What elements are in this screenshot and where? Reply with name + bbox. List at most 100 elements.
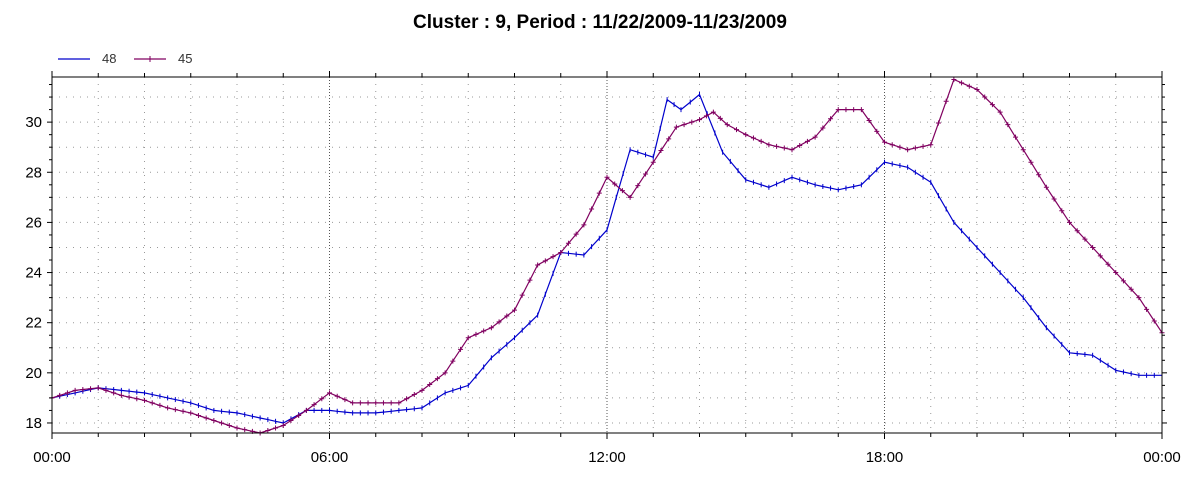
data-point <box>350 400 356 406</box>
data-point <box>1113 270 1119 276</box>
data-point <box>673 124 679 130</box>
data-point <box>142 397 147 403</box>
data-point <box>1051 196 1057 202</box>
data-point <box>103 387 109 393</box>
data-point <box>797 143 803 149</box>
data-point <box>789 147 795 153</box>
data-point <box>851 107 857 113</box>
legend-marker-45 <box>147 56 153 62</box>
data-point <box>781 145 787 151</box>
y-tick-label: 26 <box>25 214 42 231</box>
chart-title: Cluster : 9, Period : 11/22/2009-11/23/2… <box>413 12 787 33</box>
data-point <box>273 425 279 431</box>
data-point <box>689 119 695 125</box>
y-tick-label: 28 <box>25 164 42 181</box>
data-point <box>188 410 194 416</box>
data-point <box>134 396 140 402</box>
data-point <box>920 143 926 149</box>
x-tick-label: 06:00 <box>311 449 349 466</box>
data-point <box>365 400 371 406</box>
data-point <box>974 87 980 93</box>
data-point <box>203 415 209 421</box>
y-tick-label: 18 <box>25 415 42 432</box>
y-tick-label: 20 <box>25 365 42 382</box>
data-point <box>717 115 723 121</box>
data-point <box>327 390 332 396</box>
data-point <box>558 249 564 255</box>
data-point <box>943 98 949 104</box>
data-point <box>697 117 702 123</box>
data-point <box>989 102 995 108</box>
data-point <box>80 387 86 393</box>
data-point <box>750 135 756 141</box>
data-point <box>1059 208 1065 214</box>
data-point <box>404 396 410 402</box>
data-point <box>596 190 602 196</box>
data-point <box>88 386 94 392</box>
data-point <box>1136 295 1142 301</box>
data-point <box>535 262 541 268</box>
legend: 48 45 <box>58 51 192 66</box>
data-point <box>64 390 70 396</box>
data-point <box>1144 306 1150 312</box>
data-point <box>157 402 163 408</box>
data-point <box>242 427 248 433</box>
data-point <box>542 258 548 264</box>
data-point <box>804 138 810 144</box>
data-point <box>643 171 649 177</box>
data-point <box>874 128 880 134</box>
x-tick-label: 18:00 <box>866 449 904 466</box>
data-point <box>1036 172 1042 178</box>
data-point <box>866 117 872 123</box>
data-point <box>450 358 456 364</box>
data-point <box>627 194 633 200</box>
y-tick-label: 30 <box>25 114 42 131</box>
data-point <box>118 392 124 398</box>
series-48 <box>51 92 1163 426</box>
data-point <box>1074 228 1080 234</box>
data-point <box>1128 286 1134 292</box>
data-point <box>828 116 834 122</box>
data-point <box>858 107 864 113</box>
data-point <box>427 382 433 388</box>
data-point <box>612 181 618 187</box>
data-point <box>812 134 818 140</box>
y-tick-label: 22 <box>25 315 42 332</box>
data-point <box>681 122 687 128</box>
data-point <box>1090 244 1096 250</box>
data-point <box>928 142 934 148</box>
data-point <box>219 420 225 426</box>
data-point <box>180 408 186 414</box>
data-point <box>905 147 911 153</box>
data-point <box>396 400 402 406</box>
data-point <box>550 254 556 260</box>
data-point <box>488 325 494 331</box>
data-point <box>296 412 302 418</box>
data-point <box>72 387 78 393</box>
x-tick-label: 00:00 <box>33 449 71 466</box>
data-point <box>982 94 988 100</box>
data-point <box>126 394 132 400</box>
data-point <box>604 174 610 180</box>
data-point <box>380 400 386 406</box>
data-point <box>1097 253 1103 259</box>
data-point <box>565 240 571 246</box>
data-point <box>619 188 625 194</box>
legend-label-48: 48 <box>102 51 116 66</box>
data-point <box>95 385 101 391</box>
data-point <box>265 427 271 433</box>
data-point <box>581 222 587 228</box>
data-point <box>357 400 363 406</box>
data-point <box>820 125 826 131</box>
data-point <box>172 407 178 413</box>
data-point <box>496 319 502 325</box>
data-point <box>226 422 232 428</box>
data-point <box>734 127 739 133</box>
data-point <box>882 139 887 145</box>
data-point <box>1105 261 1111 267</box>
data-point <box>966 83 972 89</box>
y-tick-label: 24 <box>25 265 42 282</box>
data-point <box>234 425 240 431</box>
data-point <box>434 376 440 382</box>
